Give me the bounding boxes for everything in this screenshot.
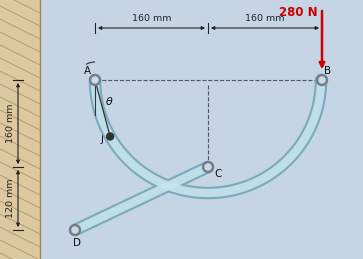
- Circle shape: [72, 227, 78, 233]
- Text: D: D: [73, 238, 81, 248]
- Text: 160 mm: 160 mm: [6, 104, 15, 143]
- Text: B: B: [324, 66, 331, 76]
- Circle shape: [107, 133, 114, 140]
- Text: 160 mm: 160 mm: [132, 14, 171, 23]
- Circle shape: [205, 164, 211, 170]
- Circle shape: [319, 77, 325, 83]
- Text: θ: θ: [106, 97, 113, 107]
- Circle shape: [90, 75, 101, 85]
- Circle shape: [92, 77, 98, 83]
- Text: C: C: [214, 169, 221, 179]
- Text: J: J: [100, 133, 103, 143]
- Text: 160 mm: 160 mm: [245, 14, 285, 23]
- Text: 120 mm: 120 mm: [6, 179, 15, 218]
- Circle shape: [203, 162, 213, 172]
- Text: A: A: [84, 66, 91, 76]
- Bar: [0, 0, 40, 259]
- Circle shape: [69, 225, 81, 235]
- Text: 280 N: 280 N: [280, 6, 318, 19]
- Circle shape: [317, 75, 327, 85]
